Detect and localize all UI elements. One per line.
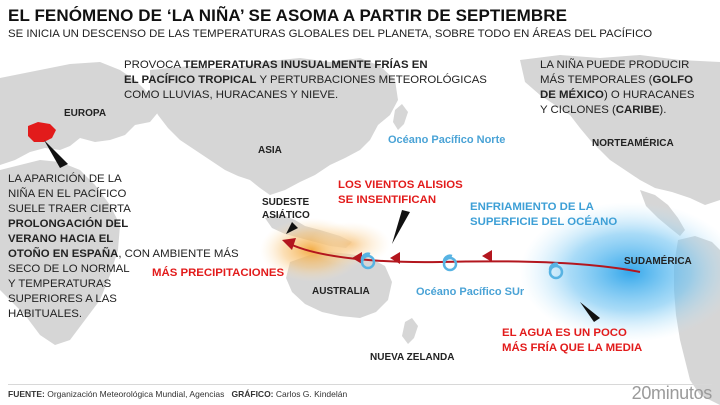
footer-grafico: Carlos G. Kindelán [273, 389, 348, 399]
pacific-note-bold-2: EL PACÍFICO TROPICAL [124, 74, 257, 86]
land-north-america [520, 55, 720, 205]
america-note-line-4-end: ). [659, 104, 667, 116]
spain-leader [44, 140, 68, 168]
callout-enfriamiento-line-1: ENFRIAMIENTO DE LA [470, 201, 594, 213]
callout-enfriamiento: ENFRIAMIENTO DE LA SUPERFICIE DEL OCÉANO [470, 200, 617, 230]
trade-wind-chevron-1 [390, 252, 400, 264]
america-note: LA NIÑA PUEDE PRODUCIR MÁS TEMPORALES (G… [540, 58, 694, 118]
america-note-line-4: Y CICLONES ( [540, 104, 616, 116]
callout-vientos: LOS VIENTOS ALISIOS SE INSENTIFICAN [338, 178, 463, 208]
cold-zone [520, 202, 720, 342]
trade-wind-arrowhead [282, 238, 296, 250]
spain-note-bold-1: PROLONGACIÓN DEL [8, 218, 129, 230]
label-sudeste-line-1: SUDESTE [262, 197, 310, 208]
spain-note-line-11: HABITUALES. [8, 308, 83, 320]
label-pacifico-norte: Océano Pacífico Norte [388, 134, 506, 146]
land-new-zealand [402, 318, 418, 344]
spain-note-line-1: LA APARICIÓN DE LA [8, 173, 122, 185]
pacific-note-text-3: COMO LLUVIAS, HURACANES Y NIEVE. [124, 89, 339, 101]
label-nueva-zelanda: NUEVA ZELANDA [370, 352, 455, 363]
america-note-bold-mexico: DE MÉXICO [540, 89, 604, 101]
spain-note-line-9: Y TEMPERATURAS [8, 278, 112, 290]
cyclone-icon-2 [442, 254, 458, 272]
label-asia: ASIA [258, 145, 282, 156]
pacific-note: PROVOCA TEMPERATURAS INUSUALMENTE FRÍAS … [124, 58, 487, 103]
callout-agua-line-2: MÁS FRÍA QUE LA MEDIA [502, 342, 643, 354]
land-africa [0, 160, 120, 345]
spain-note: LA APARICIÓN DE LA NIÑA EN EL PACÍFICO S… [8, 172, 239, 322]
cyclone-icon-1 [360, 252, 376, 270]
america-note-line-1: LA NIÑA PUEDE PRODUCIR [540, 59, 690, 71]
pacific-note-bold-1: TEMPERATURAS INUSUALMENTE FRÍAS EN [183, 59, 428, 71]
label-norteamerica: NORTEAMÉRICA [592, 138, 674, 149]
spain-note-line-7: , CON AMBIENTE MÁS [118, 248, 239, 260]
spain-note-bold-3: OTOÑO EN ESPAÑA [8, 248, 119, 260]
land-japan [393, 104, 408, 130]
america-note-line-3: ) O HURACANES [603, 89, 695, 101]
footer-divider [8, 384, 712, 385]
land-asia [150, 58, 398, 195]
callout-vientos-line-2: SE INSENTIFICAN [338, 194, 437, 206]
label-europa: EUROPA [64, 108, 107, 119]
page-title: EL FENÓMENO DE ‘LA NIÑA’ SE ASOMA A PART… [8, 6, 568, 25]
spain-highlight [28, 122, 56, 142]
label-australia: AUSTRALIA [312, 286, 370, 297]
label-sudamerica: SUDAMÉRICA [624, 256, 692, 267]
brand-logo: 20minutos [631, 383, 713, 403]
spain-note-line-3: SUELE TRAER CIERTA [8, 203, 131, 215]
cyclone-icon-3 [548, 262, 564, 280]
label-sudeste: SUDESTE ASIÁTICO [262, 196, 310, 222]
trade-wind-path [289, 243, 641, 273]
callout-agua-line-1: EL AGUA ES UN POCO [502, 327, 627, 339]
callout-precipitaciones: MÁS PRECIPITACIONES [152, 267, 285, 279]
pacific-note-text-2: Y PERTURBACIONES METEOROLÓGICAS [256, 74, 487, 86]
footer-fuente: Organización Meteorológica Mundial, Agen… [44, 389, 225, 399]
trade-wind-chevron-2 [482, 250, 492, 262]
footer-grafico-label: GRÁFICO: [231, 389, 274, 399]
label-pacifico-sur: Océano Pacífico SUr [416, 286, 525, 298]
callout-vientos-line-1: LOS VIENTOS ALISIOS [338, 179, 463, 191]
page-subtitle: SE INICIA UN DESCENSO DE LAS TEMPERATURA… [8, 28, 653, 40]
spain-note-line-10: SUPERIORES A LAS [8, 293, 117, 305]
spain-note-bold-2: VERANO HACIA EL [8, 233, 114, 245]
trade-wind-chevron-3 [352, 252, 362, 264]
spain-note-line-8: SECO DE LO NORMAL [8, 263, 130, 275]
footer-fuente-label: FUENTE: [8, 389, 45, 399]
america-note-bold-caribe: CARIBE [615, 104, 660, 116]
callout-agua: EL AGUA ES UN POCO MÁS FRÍA QUE LA MEDIA [502, 326, 642, 356]
spain-note-line-2: NIÑA EN EL PACÍFICO [8, 188, 127, 200]
leader-vientos [392, 210, 410, 244]
america-note-line-2: MÁS TEMPORALES ( [540, 74, 653, 86]
label-sudeste-line-2: ASIÁTICO [262, 210, 310, 221]
warm-zone-2 [310, 222, 390, 266]
footer-credits: FUENTE: Organización Meteorológica Mundi… [8, 389, 347, 399]
leader-sudeste [286, 222, 298, 234]
pacific-note-text-1: PROVOCA [124, 59, 184, 71]
leader-agua [580, 302, 600, 322]
america-note-bold-golfo: GOLFO [652, 74, 693, 86]
callout-enfriamiento-line-2: SUPERFICIE DEL OCÉANO [470, 216, 618, 228]
